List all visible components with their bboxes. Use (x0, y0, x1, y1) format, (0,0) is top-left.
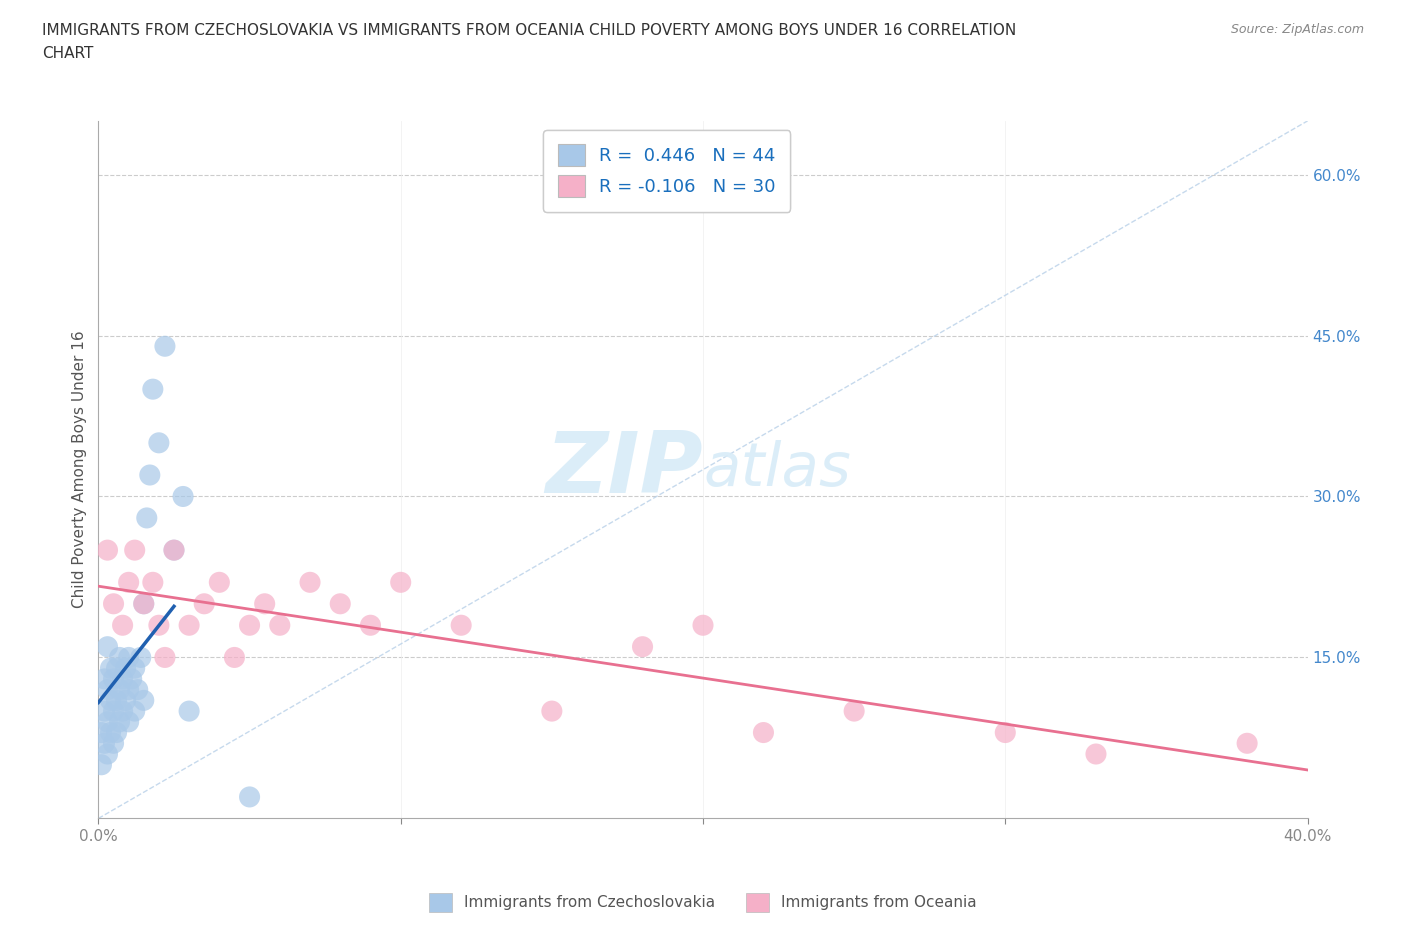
Point (96, 747, 118, 762)
Point (540, 704, 562, 719)
Point (631, 639, 654, 654)
Point (114, 693, 136, 708)
Point (239, 618, 262, 632)
Point (329, 596, 352, 611)
Point (208, 575, 231, 590)
Point (752, 725, 775, 740)
Point (103, 736, 125, 751)
Point (450, 618, 472, 632)
Point (127, 683, 149, 698)
Point (844, 704, 866, 719)
Point (118, 683, 141, 698)
Point (96, 639, 118, 654)
Text: atlas: atlas (703, 440, 851, 499)
Point (124, 704, 146, 719)
Point (132, 596, 155, 611)
Point (148, 618, 170, 632)
Point (360, 618, 382, 632)
Point (96, 714, 118, 729)
Point (93, 671, 115, 686)
Point (124, 543, 146, 558)
Point (1236, 736, 1258, 751)
Point (224, 650, 246, 665)
Point (193, 596, 215, 611)
Point (118, 650, 141, 665)
Text: Source: ZipAtlas.com: Source: ZipAtlas.com (1230, 23, 1364, 36)
Point (103, 671, 125, 686)
Point (148, 435, 170, 450)
Point (692, 618, 714, 632)
Point (105, 660, 128, 675)
Point (269, 618, 291, 632)
Point (100, 725, 122, 740)
Point (129, 650, 152, 665)
Point (299, 575, 322, 590)
Point (93, 736, 115, 751)
Legend: R =  0.446   N = 44, R = -0.106   N = 30: R = 0.446 N = 44, R = -0.106 N = 30 (543, 130, 790, 212)
Point (103, 704, 125, 719)
Point (100, 660, 122, 675)
Point (1085, 747, 1108, 762)
Point (105, 725, 128, 740)
Point (135, 511, 157, 525)
Point (389, 575, 412, 590)
Point (142, 381, 165, 396)
Point (108, 650, 131, 665)
Point (239, 790, 262, 804)
Point (163, 543, 186, 558)
Point (93, 704, 115, 719)
Point (90, 757, 112, 772)
Point (103, 596, 125, 611)
Text: CHART: CHART (42, 46, 94, 61)
Point (163, 543, 186, 558)
Point (111, 671, 134, 686)
Point (132, 693, 155, 708)
Point (108, 683, 131, 698)
Point (100, 693, 122, 708)
Point (253, 596, 276, 611)
Point (108, 714, 131, 729)
Point (139, 468, 162, 483)
Point (153, 650, 176, 665)
Point (172, 489, 194, 504)
Point (111, 618, 134, 632)
Point (179, 704, 201, 719)
Point (121, 671, 143, 686)
Point (96, 683, 118, 698)
Point (111, 704, 134, 719)
Point (118, 575, 141, 590)
Point (153, 339, 176, 353)
Point (105, 693, 128, 708)
Legend: Immigrants from Czechoslovakia, Immigrants from Oceania: Immigrants from Czechoslovakia, Immigran… (423, 887, 983, 918)
Point (132, 596, 155, 611)
Y-axis label: Child Poverty Among Boys Under 16: Child Poverty Among Boys Under 16 (72, 331, 87, 608)
Point (124, 660, 146, 675)
Point (96, 543, 118, 558)
Text: IMMIGRANTS FROM CZECHOSLOVAKIA VS IMMIGRANTS FROM OCEANIA CHILD POVERTY AMONG BO: IMMIGRANTS FROM CZECHOSLOVAKIA VS IMMIGR… (42, 23, 1017, 38)
Point (114, 660, 136, 675)
Point (994, 725, 1017, 740)
Point (179, 618, 201, 632)
Text: ZIP: ZIP (546, 428, 703, 512)
Point (142, 575, 165, 590)
Point (118, 714, 141, 729)
Point (90, 725, 112, 740)
